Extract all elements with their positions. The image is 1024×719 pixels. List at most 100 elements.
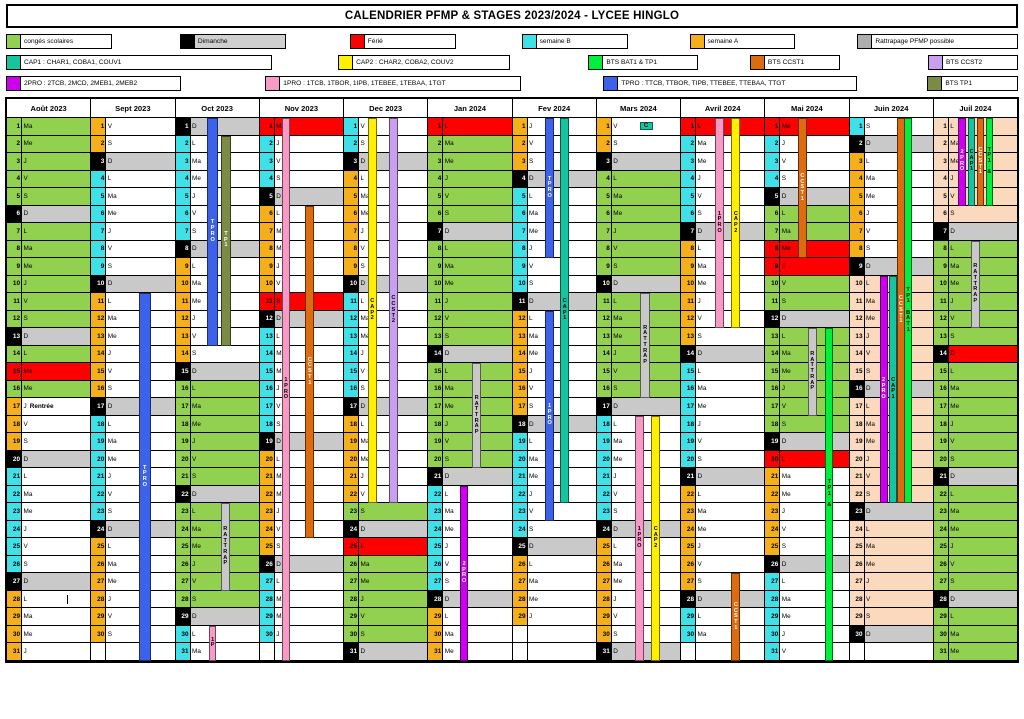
day-cell[interactable]: 12 D: [765, 310, 849, 329]
day-cell[interactable]: 27 S: [681, 573, 765, 591]
day-cell[interactable]: 15 L: [933, 363, 1017, 381]
day-cell[interactable]: 28 D: [933, 590, 1017, 609]
day-cell[interactable]: 6 Me: [344, 205, 428, 224]
day-cell[interactable]: 3 Ma: [175, 153, 259, 171]
day-cell[interactable]: 25 L: [596, 538, 680, 556]
day-cell[interactable]: 13 V: [175, 328, 259, 346]
day-cell[interactable]: 23 S: [344, 503, 428, 521]
day-cell[interactable]: 14 D: [933, 345, 1017, 364]
day-cell[interactable]: 22 Me: [259, 485, 343, 504]
day-cell[interactable]: 28 D: [681, 590, 765, 609]
day-cell[interactable]: 26 D: [765, 555, 849, 574]
day-cell[interactable]: [512, 625, 596, 644]
day-cell[interactable]: 29 V: [344, 608, 428, 626]
day-cell[interactable]: 17 J Rentrée: [7, 398, 91, 416]
day-cell[interactable]: 16 D: [849, 380, 933, 399]
day-cell[interactable]: 16 Ma: [428, 380, 512, 399]
day-cell[interactable]: 12 V: [933, 310, 1017, 329]
day-cell[interactable]: 16 V: [512, 380, 596, 399]
day-cell[interactable]: 7 Me: [512, 223, 596, 241]
day-cell[interactable]: 19 D: [765, 433, 849, 451]
day-cell[interactable]: 24 V: [259, 520, 343, 539]
day-cell[interactable]: 17 Me: [681, 398, 765, 416]
day-cell[interactable]: 27 J: [849, 573, 933, 591]
day-cell[interactable]: 17 L: [849, 398, 933, 416]
day-cell[interactable]: 28 Ma: [765, 590, 849, 609]
day-cell[interactable]: 21 V: [849, 468, 933, 486]
day-cell[interactable]: 12 V: [681, 310, 765, 329]
day-cell[interactable]: 31 Me: [933, 643, 1017, 661]
day-cell[interactable]: 14 Me: [512, 345, 596, 364]
day-cell[interactable]: 19 Ma: [91, 433, 175, 451]
day-cell[interactable]: 29 Me: [765, 608, 849, 626]
day-cell[interactable]: 31 D: [344, 643, 428, 661]
day-cell[interactable]: 23 Me: [7, 503, 91, 521]
day-cell[interactable]: 17 Ma: [175, 398, 259, 416]
day-cell[interactable]: 20 Me: [596, 450, 680, 469]
day-cell[interactable]: 23 J: [765, 503, 849, 521]
day-cell[interactable]: 29 S: [849, 608, 933, 626]
day-cell[interactable]: 11 L: [91, 293, 175, 311]
day-cell[interactable]: 24 Me: [681, 520, 765, 539]
day-cell[interactable]: 11 J: [681, 293, 765, 311]
day-cell[interactable]: 22 S: [849, 485, 933, 504]
day-cell[interactable]: 28 D: [428, 590, 512, 609]
day-cell[interactable]: 26 V: [933, 555, 1017, 574]
day-cell[interactable]: 24 L: [849, 520, 933, 539]
day-cell[interactable]: 20 V: [175, 450, 259, 469]
day-cell[interactable]: 18 Me: [175, 415, 259, 434]
day-cell[interactable]: 31 D: [596, 643, 680, 661]
day-cell[interactable]: 15 Ma: [7, 363, 91, 381]
day-cell[interactable]: 25 L: [344, 538, 428, 556]
day-cell[interactable]: 20 D: [7, 450, 91, 469]
day-cell[interactable]: 29 Ma: [7, 608, 91, 626]
day-cell[interactable]: 11 L: [596, 293, 680, 311]
day-cell[interactable]: 21 D: [681, 468, 765, 486]
day-cell[interactable]: 23 S: [91, 503, 175, 521]
day-cell[interactable]: 21 Ma: [259, 468, 343, 486]
day-cell[interactable]: 7 Ma: [259, 223, 343, 241]
day-cell[interactable]: 16 J: [259, 380, 343, 399]
day-cell[interactable]: 22 L: [681, 485, 765, 504]
day-cell[interactable]: 17 Me: [428, 398, 512, 416]
day-cell[interactable]: 16 S: [596, 380, 680, 399]
day-cell[interactable]: 20 L: [259, 450, 343, 469]
day-cell[interactable]: 26 V: [681, 555, 765, 574]
day-cell[interactable]: 10 J: [7, 275, 91, 294]
day-cell[interactable]: 10 L: [849, 275, 933, 294]
day-cell[interactable]: 26 Me: [849, 555, 933, 574]
day-cell[interactable]: 16 S: [91, 380, 175, 399]
day-cell[interactable]: 5 Ma: [596, 188, 680, 206]
day-cell[interactable]: 11 Ma: [849, 293, 933, 311]
day-cell[interactable]: 16 Ma: [933, 380, 1017, 399]
day-cell[interactable]: 17 D: [91, 398, 175, 416]
day-cell[interactable]: 10 Ma: [175, 275, 259, 294]
day-cell[interactable]: 20 Ma: [512, 450, 596, 469]
day-cell[interactable]: 28 Me: [512, 590, 596, 609]
day-cell[interactable]: 28 J: [91, 590, 175, 609]
day-cell[interactable]: 29 D: [175, 608, 259, 626]
day-cell[interactable]: 13 L: [765, 328, 849, 346]
day-cell[interactable]: 28 L: [7, 590, 91, 609]
day-cell[interactable]: 29 L: [681, 608, 765, 626]
